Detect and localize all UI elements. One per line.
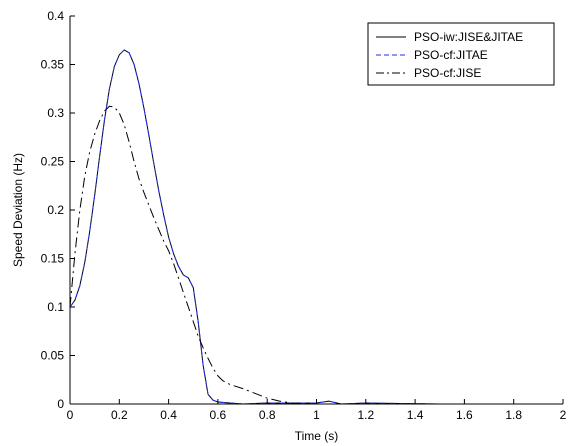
y-tick-label: 0 bbox=[57, 397, 64, 411]
legend-box bbox=[367, 22, 555, 86]
y-tick-label: 0.4 bbox=[47, 9, 64, 23]
x-tick-label: 0.6 bbox=[210, 408, 227, 422]
y-tick-label: 0.1 bbox=[47, 300, 64, 314]
y-tick-label: 0.05 bbox=[41, 349, 65, 363]
x-tick-label: 1.2 bbox=[357, 408, 374, 422]
y-tick-label: 0.2 bbox=[47, 203, 64, 217]
y-tick-label: 0.15 bbox=[41, 252, 65, 266]
x-axis-title: Time (s) bbox=[295, 429, 339, 443]
x-tick-label: 0.2 bbox=[111, 408, 128, 422]
series-line-3 bbox=[69, 105, 563, 405]
x-tick-label: 1 bbox=[313, 408, 320, 422]
legend: PSO-iw:JISE&JITAE PSO-cf:JITAE PSO-cf:JISE bbox=[367, 22, 555, 86]
y-tick-label: 0.3 bbox=[47, 106, 64, 120]
ticks-layer: 0 0.2 0.4 0.6 0.8 1 1.2 1.4 1.6 1.8 2 0 0.05 0.1 0.15 0… bbox=[41, 9, 567, 422]
legend-label-1: PSO-iw:JISE&JITAE bbox=[414, 30, 523, 44]
x-tick-label: 0 bbox=[67, 408, 74, 422]
x-tick-label: 1.8 bbox=[505, 408, 522, 422]
x-tick-label: 1.4 bbox=[407, 408, 424, 422]
y-tick-label: 0.25 bbox=[41, 155, 65, 169]
x-tick-label: 0.8 bbox=[259, 408, 276, 422]
y-tick-label: 0.35 bbox=[41, 58, 65, 72]
x-tick-label: 0.4 bbox=[160, 408, 177, 422]
x-tick-label: 1.6 bbox=[456, 408, 473, 422]
legend-label-3: PSO-cf:JISE bbox=[414, 66, 481, 80]
legend-label-2: PSO-cf:JITAE bbox=[414, 48, 488, 62]
y-axis-title: Speed Deviation (Hz) bbox=[11, 153, 25, 267]
x-tick-label: 2 bbox=[560, 408, 567, 422]
